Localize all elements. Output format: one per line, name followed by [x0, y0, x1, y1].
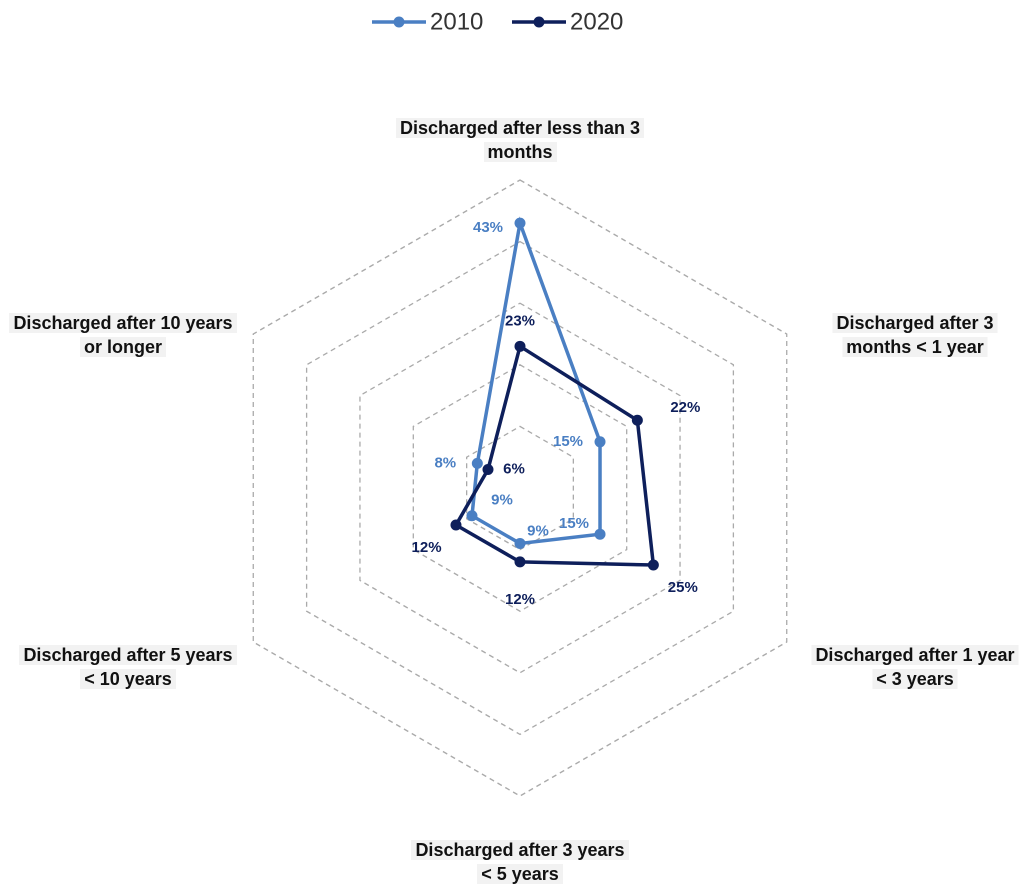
legend-item: 2010: [372, 8, 483, 35]
value-label: 22%: [670, 399, 700, 416]
data-point: [647, 559, 659, 571]
category-text: Discharged after 10 years or longer: [9, 313, 237, 357]
category-text: Discharged after 3 years < 5 years: [411, 840, 629, 884]
series-line: [453, 343, 656, 567]
grid-ring: [412, 364, 628, 612]
grid-ring: [466, 425, 574, 551]
category-label: Discharged after less than 3 months: [395, 116, 645, 164]
category-label: Discharged after 3 years < 5 years: [410, 838, 630, 886]
data-point: [514, 537, 526, 549]
data-point: [594, 528, 606, 540]
value-label: 23%: [505, 312, 535, 329]
legend-marker: [393, 16, 405, 28]
value-label: 6%: [503, 460, 525, 477]
category-label: Discharged after 3 months < 1 year: [808, 311, 1023, 359]
data-point: [631, 414, 643, 426]
data-point: [471, 457, 483, 469]
category-text: Discharged after less than 3 months: [395, 118, 645, 162]
value-label: 9%: [527, 522, 549, 539]
value-label: 8%: [434, 454, 456, 471]
value-label: 43%: [473, 219, 503, 236]
category-label: Discharged after 5 years < 10 years: [18, 643, 238, 691]
value-label: 12%: [412, 539, 442, 556]
category-text: Discharged after 5 years < 10 years: [19, 645, 237, 689]
legend-text: 2020: [570, 8, 623, 35]
data-point: [514, 556, 526, 568]
data-point: [482, 464, 494, 476]
value-label: 12%: [505, 591, 535, 608]
category-label: Discharged after 1 year < 3 years: [808, 643, 1023, 691]
value-label: 15%: [553, 433, 583, 450]
category-text: Discharged after 3 months < 1 year: [832, 313, 998, 357]
value-label: 25%: [668, 579, 698, 596]
legend-text: 2010: [430, 8, 483, 35]
legend-marker: [533, 16, 545, 28]
grid-ring: [359, 302, 681, 674]
data-point: [594, 436, 606, 448]
data-point: [466, 510, 478, 522]
data-point: [514, 340, 526, 352]
grid-ring: [252, 179, 788, 797]
value-label: 15%: [559, 515, 589, 532]
category-label: Discharged after 10 years or longer: [8, 311, 238, 359]
value-label: 9%: [491, 492, 513, 509]
data-point: [514, 217, 526, 229]
data-point: [450, 519, 462, 531]
legend-item: 2020: [512, 8, 623, 35]
grid-ring: [305, 240, 735, 736]
category-text: Discharged after 1 year < 3 years: [811, 645, 1019, 689]
